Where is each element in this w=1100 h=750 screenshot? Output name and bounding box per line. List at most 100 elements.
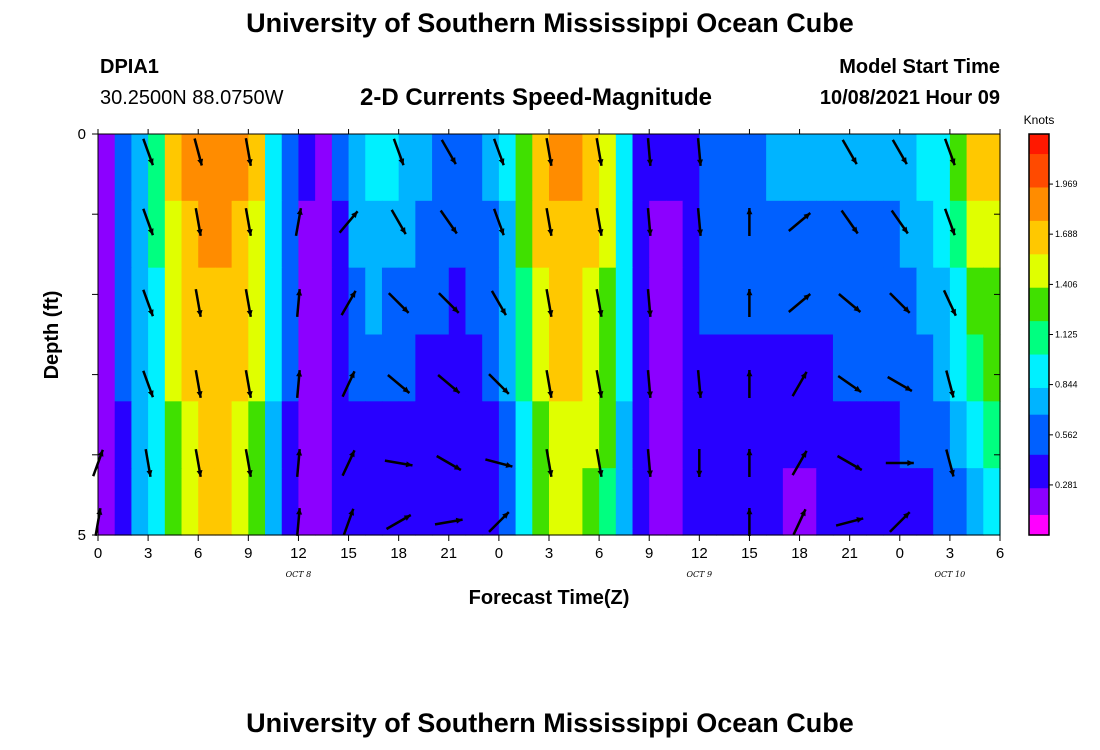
current-vector — [142, 208, 155, 236]
heatmap-cell — [899, 334, 918, 402]
heatmap-cell — [148, 401, 166, 469]
heatmap-cell — [716, 267, 734, 336]
heatmap-cell — [498, 468, 517, 536]
heatmap-cell — [214, 468, 233, 536]
heatmap-cell — [365, 468, 383, 536]
heatmap-cell — [615, 134, 634, 202]
colorbar-segment — [1029, 207, 1049, 215]
heatmap-cell — [298, 468, 316, 536]
current-vector — [595, 448, 604, 478]
colorbar-segment — [1029, 367, 1049, 376]
current-vector — [595, 207, 604, 237]
heatmap-cell — [398, 200, 416, 269]
heatmap-cell — [98, 134, 116, 202]
current-vector — [439, 209, 458, 235]
heatmap-cell — [849, 334, 867, 402]
heatmap-cell — [131, 134, 149, 202]
heatmap-cell — [665, 267, 684, 336]
heatmap-cell — [515, 134, 533, 202]
colorbar-segment — [1029, 301, 1049, 309]
heatmap-cell — [365, 200, 383, 269]
heatmap-cell — [482, 468, 500, 536]
heatmap-cell — [832, 334, 851, 402]
heatmap-cell — [114, 200, 132, 269]
heatmap-cell — [966, 267, 984, 336]
date-label: OCT 10 — [935, 570, 966, 579]
current-vector — [142, 138, 155, 166]
heatmap-cell — [248, 401, 266, 469]
current-vector — [492, 138, 505, 166]
colorbar-segment — [1029, 200, 1049, 209]
heatmap-cell — [849, 200, 867, 269]
colorbar-segment — [1029, 468, 1049, 476]
current-vector — [193, 138, 204, 166]
current-vector — [295, 448, 303, 478]
heatmap-cell — [816, 401, 834, 469]
heatmap-cell — [214, 334, 233, 402]
heatmap-cell — [415, 134, 433, 202]
x-tick-label: 15 — [741, 545, 758, 562]
heatmap-cell — [816, 200, 834, 269]
colorbar-segment — [1029, 180, 1049, 189]
heatmap-cell — [766, 200, 784, 269]
heatmap-cell — [615, 401, 634, 469]
heatmap-cell — [849, 134, 867, 202]
heatmap-cell — [665, 200, 684, 269]
heatmap-cell — [131, 267, 149, 336]
current-vector — [545, 369, 554, 399]
colorbar-segment — [1029, 448, 1049, 456]
heatmap-cell — [665, 468, 684, 536]
heatmap-cell — [632, 334, 650, 402]
colorbar-segment — [1029, 247, 1049, 255]
heatmap-cell — [816, 134, 834, 202]
heatmap-cell — [381, 200, 400, 269]
heatmap-cell — [265, 334, 283, 402]
heatmap-cell — [315, 401, 333, 469]
x-tick-label: 6 — [194, 545, 202, 562]
heatmap-cell — [465, 334, 483, 402]
current-vector — [646, 448, 653, 478]
heatmap-cell — [131, 334, 149, 402]
heatmap-cell — [732, 334, 751, 402]
heatmap-cell — [716, 200, 734, 269]
current-vector — [385, 513, 412, 531]
heatmap-cell — [415, 334, 433, 402]
heatmap-cell — [799, 401, 817, 469]
heatmap-cell — [381, 134, 400, 202]
current-vector — [696, 207, 703, 237]
colorbar-segment — [1029, 454, 1049, 463]
heatmap-cell — [532, 267, 550, 336]
model-start-label: Model Start Time — [839, 56, 1000, 78]
heatmap-cell — [549, 200, 567, 269]
heatmap-cell — [682, 401, 700, 469]
current-vector — [595, 137, 604, 167]
heatmap-cell — [732, 401, 751, 469]
heatmap-cell — [716, 468, 734, 536]
colorbar-segment — [1029, 187, 1049, 195]
current-vector — [891, 139, 908, 165]
current-vector — [943, 138, 956, 166]
heatmap-cell — [181, 401, 199, 469]
current-vector — [889, 511, 911, 533]
colorbar-segment — [1029, 134, 1049, 142]
heatmap-cell — [665, 334, 684, 402]
heatmap-cell — [816, 468, 834, 536]
heatmap-cell — [565, 267, 583, 336]
colorbar-segment — [1029, 408, 1049, 416]
heatmap-cell — [749, 468, 767, 536]
heatmap-cell — [866, 134, 884, 202]
current-vector — [942, 289, 957, 317]
heatmap-cell — [432, 468, 450, 536]
heatmap-cell — [331, 401, 350, 469]
heatmap-cell — [248, 200, 266, 269]
heatmap-cell — [114, 401, 132, 469]
heatmap-cell — [415, 401, 433, 469]
colorbar-label: 0.844 — [1055, 380, 1078, 390]
colorbar-segment — [1029, 401, 1049, 409]
heatmap-cell — [966, 200, 984, 269]
heatmap-cell — [632, 267, 650, 336]
heatmap-cell — [832, 267, 851, 336]
heatmap-cell — [949, 267, 968, 336]
heatmap-cell — [398, 468, 416, 536]
heatmap-cell — [448, 334, 467, 402]
